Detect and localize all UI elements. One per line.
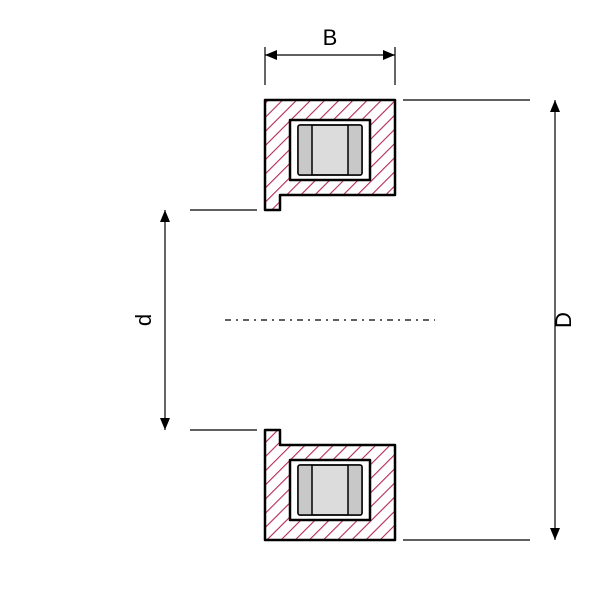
roller-bottom-shade-right xyxy=(348,465,362,515)
roller-top-shade-left xyxy=(298,125,312,175)
label-D: D xyxy=(551,312,576,328)
label-b: B xyxy=(323,25,338,50)
roller-bottom-shade-left xyxy=(298,465,312,515)
label-d: d xyxy=(131,314,156,326)
roller-top-shade-right xyxy=(348,125,362,175)
